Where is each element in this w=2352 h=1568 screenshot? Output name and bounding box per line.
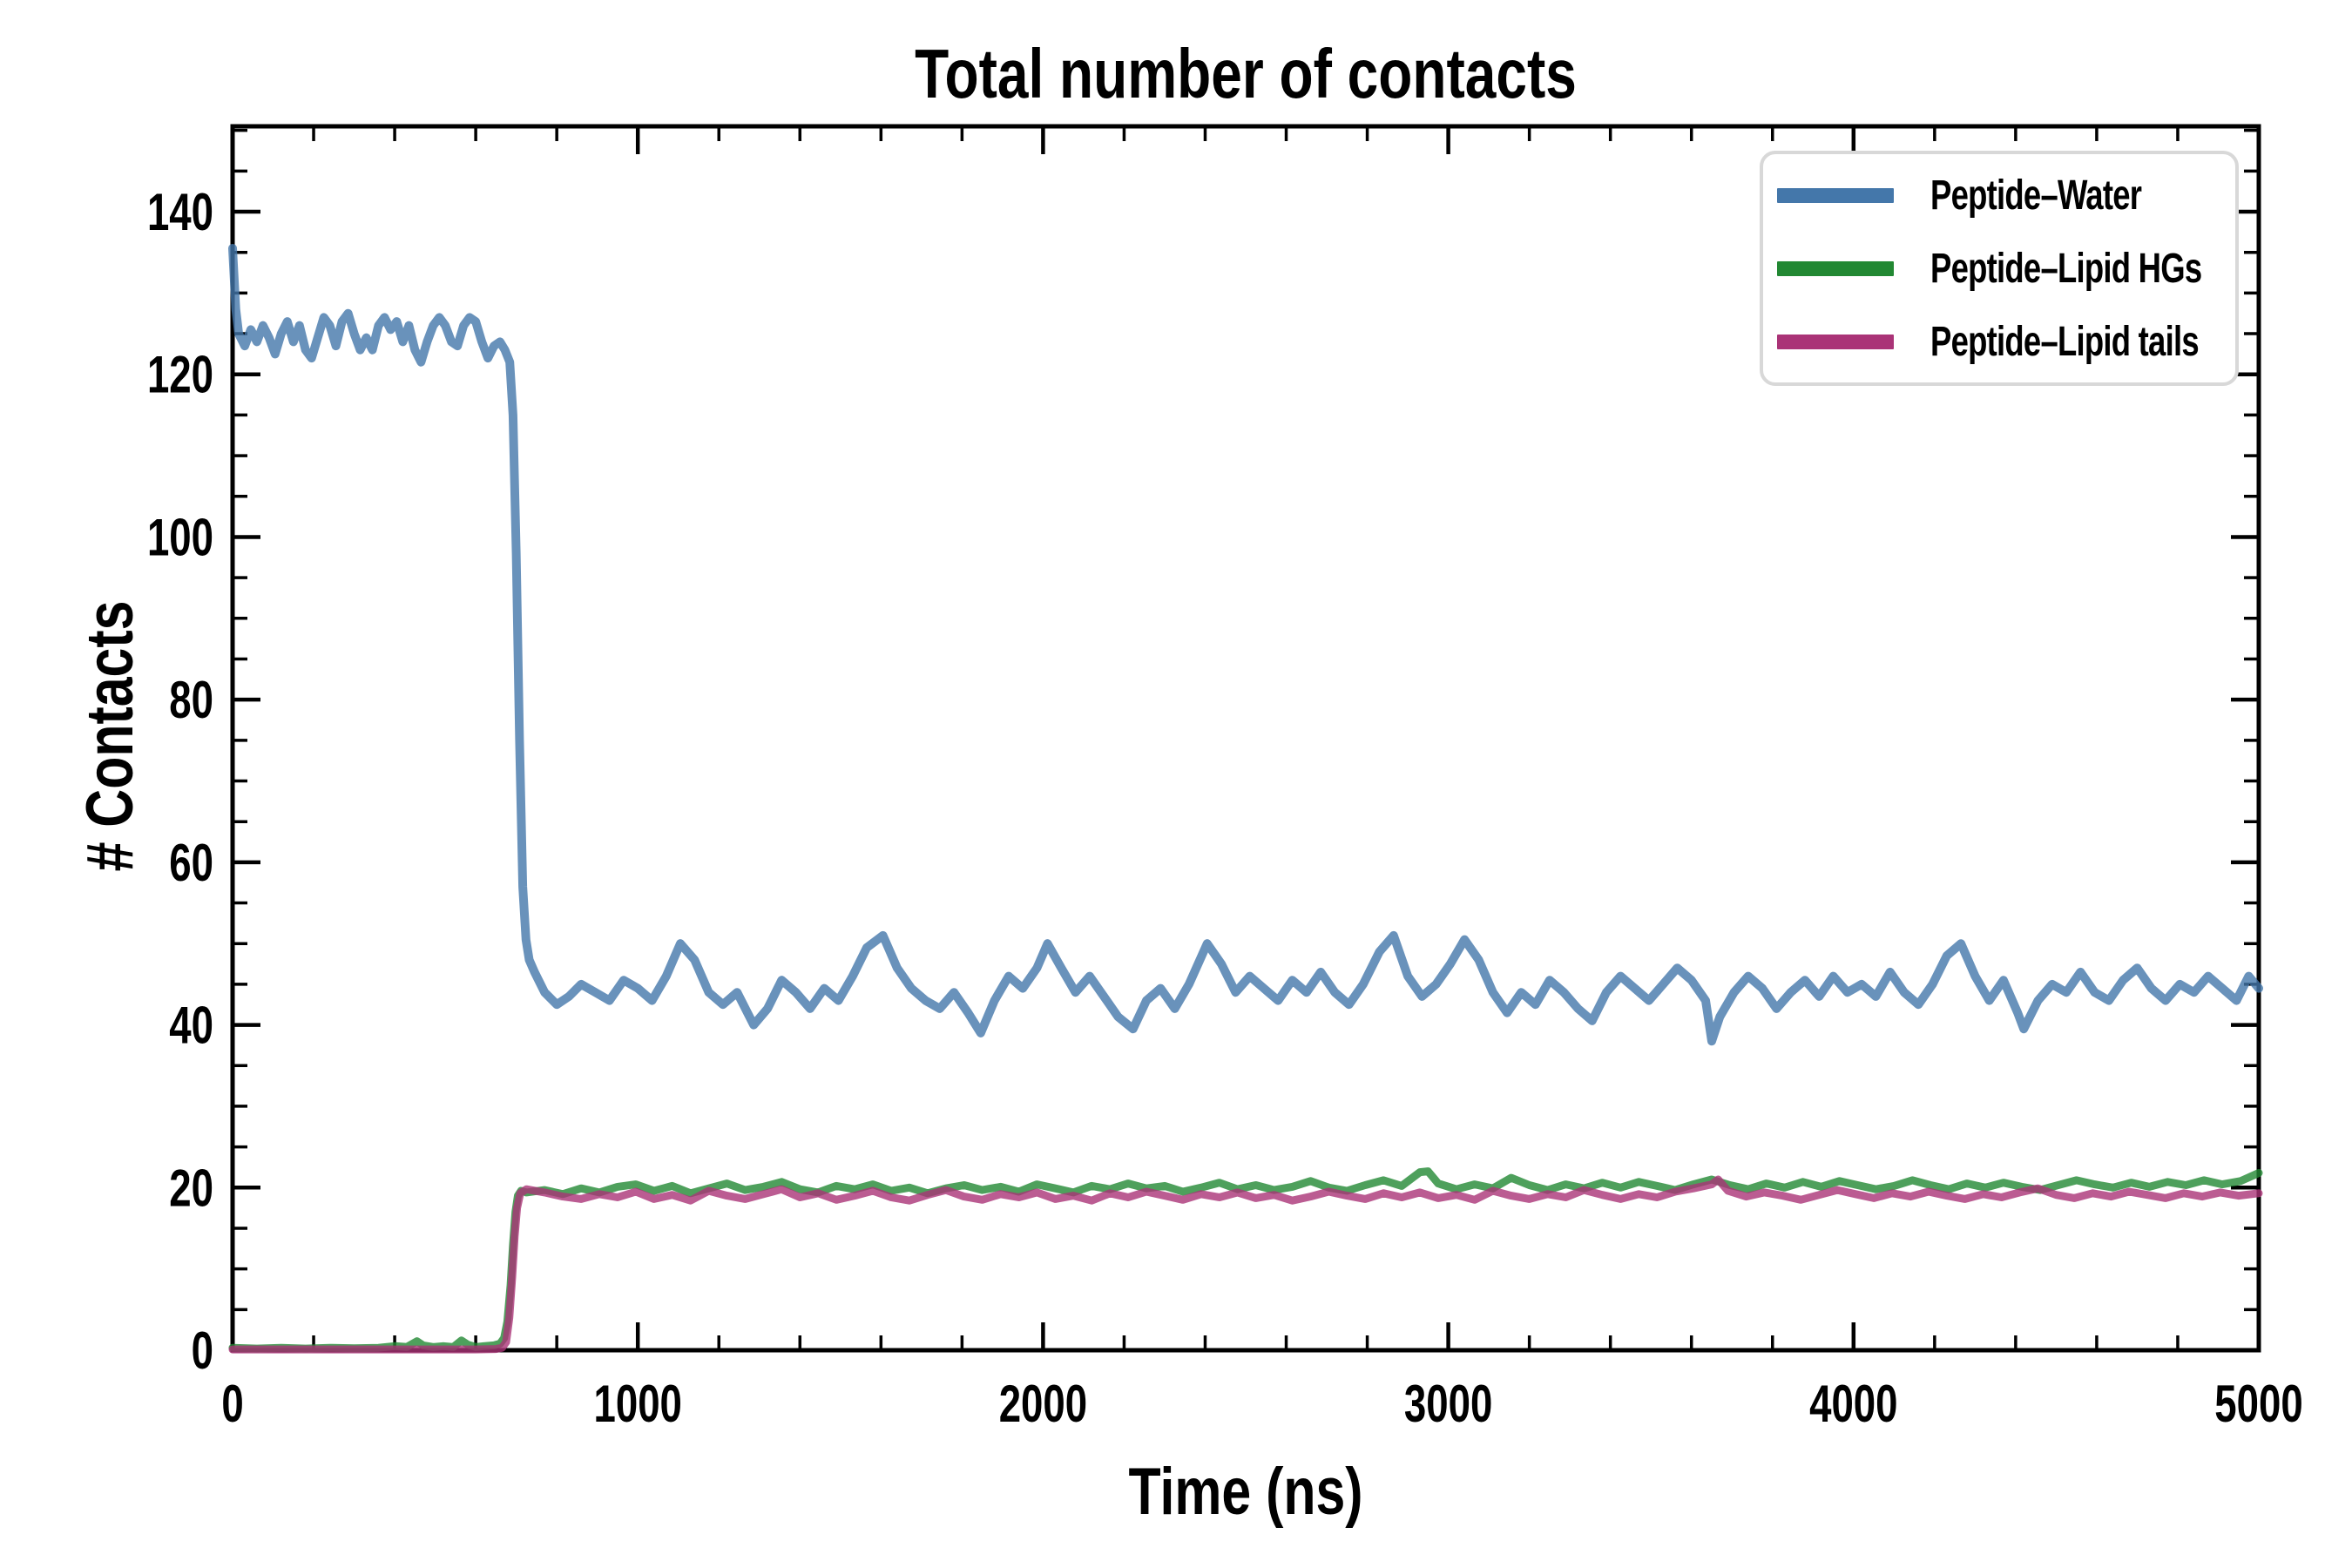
legend-row: Peptide–Water: [1777, 172, 2235, 219]
legend-label-peptide-lipid-tails: Peptide–Lipid tails: [1930, 318, 2200, 365]
y-tick-label: 60: [169, 835, 213, 892]
legend-swatch-peptide-lipid-tails: [1777, 334, 1894, 349]
x-tick-label: 2000: [999, 1375, 1087, 1433]
x-axis-label: Time (ns): [1128, 1455, 1362, 1529]
x-tick-label: 4000: [1809, 1375, 1897, 1433]
x-tick-label: 3000: [1404, 1375, 1492, 1433]
series-line-peptide-lipid-tails: [228, 1175, 2263, 1354]
y-tick-label: 120: [147, 347, 213, 404]
series-line-peptide-water: [228, 244, 2263, 1046]
x-tick-label: 1000: [593, 1375, 681, 1433]
legend-label-peptide-water: Peptide–Water: [1930, 172, 2142, 219]
y-axis-label: # Contacts: [73, 601, 147, 872]
legend: Peptide–Water Peptide–Lipid HGs Peptide–…: [1760, 151, 2239, 386]
legend-label-peptide-lipid-hgs: Peptide–Lipid HGs: [1930, 245, 2202, 292]
legend-swatch-peptide-water: [1777, 187, 1894, 203]
y-tick-label: 40: [169, 997, 213, 1055]
chart-title: Total number of contacts: [915, 35, 1577, 112]
y-tick-label: 100: [147, 510, 213, 567]
x-tick-label: 0: [221, 1375, 243, 1433]
legend-row: Peptide–Lipid HGs: [1777, 245, 2235, 292]
y-tick-label: 0: [192, 1322, 213, 1380]
x-tick-label: 5000: [2214, 1375, 2302, 1433]
y-tick-label: 140: [147, 184, 213, 241]
legend-row: Peptide–Lipid tails: [1777, 318, 2235, 365]
axis-frame: [230, 124, 2261, 1353]
y-tick-label: 80: [169, 672, 213, 729]
y-tick-label: 20: [169, 1159, 213, 1217]
legend-swatch-peptide-lipid-hgs: [1777, 260, 1894, 276]
